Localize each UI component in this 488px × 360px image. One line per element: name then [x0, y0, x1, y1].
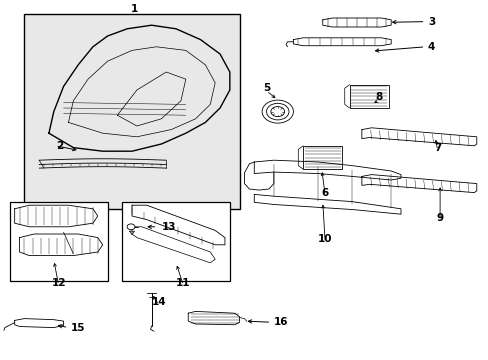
- Text: 10: 10: [317, 234, 332, 244]
- Circle shape: [127, 224, 135, 230]
- Text: 2: 2: [56, 141, 63, 151]
- Text: 6: 6: [321, 188, 328, 198]
- Bar: [24, 14, 239, 209]
- Text: 5: 5: [263, 83, 269, 93]
- Text: 9: 9: [436, 213, 443, 223]
- Text: 4: 4: [427, 42, 434, 52]
- Text: 3: 3: [427, 17, 434, 27]
- Bar: [10, 202, 107, 281]
- Bar: [349, 85, 388, 108]
- Text: 14: 14: [151, 297, 166, 307]
- Text: 15: 15: [71, 323, 85, 333]
- Bar: [122, 202, 229, 281]
- Text: 1: 1: [131, 4, 138, 14]
- Text: 11: 11: [176, 278, 190, 288]
- Text: 8: 8: [375, 92, 382, 102]
- Text: 7: 7: [433, 143, 441, 153]
- Bar: [303, 146, 342, 169]
- Text: 13: 13: [161, 222, 176, 232]
- Text: 16: 16: [273, 317, 288, 327]
- Text: 12: 12: [51, 278, 66, 288]
